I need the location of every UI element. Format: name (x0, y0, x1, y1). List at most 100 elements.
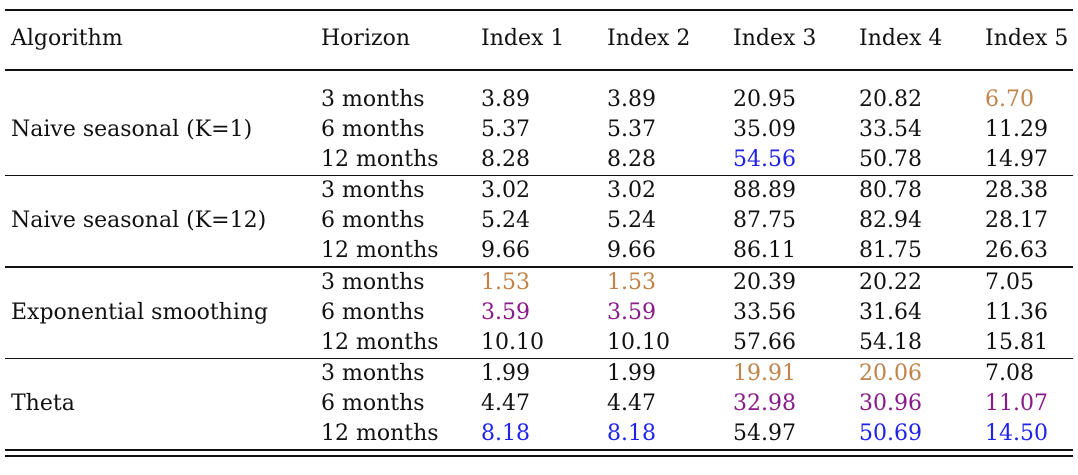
value-cell-index-4: 50.78 (859, 146, 922, 172)
horizon-cell: 6 months (321, 208, 425, 233)
table-row: 12 months 8.18 8.18 54.97 50.69 14.50 (5, 421, 1073, 451)
value-cell-index-3: 57.66 (733, 329, 796, 355)
value-cell-index-2: 1.99 (607, 361, 656, 386)
table-row: 3 months 1.99 1.99 19.91 20.06 7.08 (5, 361, 1073, 391)
value-cell-index-3: 88.89 (733, 178, 796, 203)
value-cell-index-1: 5.24 (481, 208, 530, 233)
value-cell-index-1: 8.28 (481, 146, 530, 172)
value-cell-index-5: 7.08 (985, 361, 1034, 386)
table-row: 3 months 1.53 1.53 20.39 20.22 7.05 (5, 270, 1073, 300)
value-cell-index-4: 20.06 (859, 361, 922, 386)
horizon-cell: 6 months (321, 116, 425, 142)
horizon-cell: 12 months (321, 421, 439, 446)
horizon-cell: 3 months (321, 86, 425, 112)
value-cell-index-5: 11.07 (985, 391, 1048, 416)
group-rule (5, 357, 1073, 359)
value-cell-index-5: 6.70 (985, 86, 1034, 112)
value-cell-index-5: 14.97 (985, 146, 1048, 172)
table-row: 12 months 9.66 9.66 86.11 81.75 26.63 (5, 238, 1073, 268)
value-cell-index-5: 28.38 (985, 178, 1048, 203)
value-cell-index-3: 54.56 (733, 146, 796, 172)
value-cell-index-1: 4.47 (481, 391, 530, 416)
value-cell-index-1: 5.37 (481, 116, 530, 142)
value-cell-index-3: 33.56 (733, 299, 796, 325)
value-cell-index-2: 3.02 (607, 178, 656, 203)
value-cell-index-5: 15.81 (985, 329, 1048, 355)
table-row: 12 months 10.10 10.10 57.66 54.18 15.81 (5, 330, 1073, 360)
value-cell-index-1: 3.89 (481, 86, 530, 112)
header-index-3: Index 3 (733, 26, 817, 51)
horizon-cell: 3 months (321, 361, 425, 386)
header-row: Algorithm Horizon Index 1 Index 2 Index … (5, 11, 1073, 69)
horizon-cell: 3 months (321, 269, 425, 295)
value-cell-index-4: 30.96 (859, 391, 922, 416)
top-rule (5, 9, 1073, 11)
value-cell-index-2: 9.66 (607, 238, 656, 263)
table-group: Exponential smoothing 3 months 1.53 1.53 20.… (5, 268, 1073, 358)
value-cell-index-3: 19.91 (733, 361, 796, 386)
table-row: 12 months 8.28 8.28 54.56 50.78 14.97 (5, 147, 1073, 177)
value-cell-index-3: 86.11 (733, 238, 796, 263)
value-cell-index-2: 10.10 (607, 329, 670, 355)
value-cell-index-2: 8.18 (607, 421, 656, 446)
horizon-cell: 6 months (321, 391, 425, 416)
horizon-cell: 12 months (321, 146, 439, 172)
table-group: Theta 3 months 1.99 1.99 19.91 20.06 7.08 6 mon… (5, 359, 1073, 449)
horizon-cell: 6 months (321, 299, 425, 325)
value-cell-index-3: 87.75 (733, 208, 796, 233)
value-cell-index-4: 33.54 (859, 116, 922, 142)
value-cell-index-1: 10.10 (481, 329, 544, 355)
table-row: 6 months 5.24 5.24 87.75 82.94 28.17 (5, 208, 1073, 238)
value-cell-index-5: 7.05 (985, 269, 1034, 295)
value-cell-index-2: 8.28 (607, 146, 656, 172)
bottom-rule (5, 449, 1073, 451)
value-cell-index-3: 20.39 (733, 269, 796, 295)
horizon-cell: 3 months (321, 178, 425, 203)
algorithm-label: Naive seasonal (K=1) (11, 116, 253, 142)
value-cell-index-4: 50.69 (859, 421, 922, 446)
algorithm-label: Exponential smoothing (11, 299, 269, 325)
header-index-5: Index 5 (985, 26, 1069, 51)
horizon-cell: 12 months (321, 238, 439, 263)
value-cell-index-4: 54.18 (859, 329, 922, 355)
header-index-2: Index 2 (607, 26, 691, 51)
value-cell-index-3: 54.97 (733, 421, 796, 446)
value-cell-index-4: 20.22 (859, 269, 922, 295)
value-cell-index-5: 14.50 (985, 421, 1048, 446)
table-row: 3 months 3.89 3.89 20.95 20.82 6.70 (5, 87, 1073, 117)
table-row: 6 months 4.47 4.47 32.98 30.96 11.07 (5, 391, 1073, 421)
header-index-4: Index 4 (859, 26, 943, 51)
value-cell-index-5: 11.36 (985, 299, 1048, 325)
header-index-1: Index 1 (481, 26, 565, 51)
value-cell-index-5: 28.17 (985, 208, 1048, 233)
header-algorithm: Algorithm (11, 26, 123, 51)
value-cell-index-2: 3.89 (607, 86, 656, 112)
group-rule (5, 174, 1073, 176)
table-group: Naive seasonal (K=1) 3 months 3.89 3.89 20.9… (5, 71, 1073, 175)
table-row: 3 months 3.02 3.02 88.89 80.78 28.38 (5, 178, 1073, 208)
results-table: Algorithm Horizon Index 1 Index 2 Index … (5, 9, 1073, 457)
value-cell-index-4: 80.78 (859, 178, 922, 203)
header-horizon: Horizon (321, 26, 410, 51)
value-cell-index-3: 32.98 (733, 391, 796, 416)
value-cell-index-5: 26.63 (985, 238, 1048, 263)
value-cell-index-2: 5.24 (607, 208, 656, 233)
table-row: 6 months 3.59 3.59 33.56 31.64 11.36 (5, 300, 1073, 330)
table-body: Naive seasonal (K=1) 3 months 3.89 3.89 20.9… (5, 71, 1073, 450)
value-cell-index-4: 81.75 (859, 238, 922, 263)
horizon-cell: 12 months (321, 329, 439, 355)
value-cell-index-4: 31.64 (859, 299, 922, 325)
value-cell-index-3: 20.95 (733, 86, 796, 112)
algorithm-label: Theta (11, 391, 75, 416)
group-rule (5, 266, 1073, 268)
value-cell-index-1: 9.66 (481, 238, 530, 263)
value-cell-index-2: 3.59 (607, 299, 656, 325)
table-group: Naive seasonal (K=12) 3 months 3.02 3.02 88.… (5, 176, 1073, 266)
bottom-rule-double (5, 455, 1073, 457)
value-cell-index-1: 3.59 (481, 299, 530, 325)
value-cell-index-1: 3.02 (481, 178, 530, 203)
value-cell-index-2: 1.53 (607, 269, 656, 295)
value-cell-index-4: 20.82 (859, 86, 922, 112)
value-cell-index-1: 8.18 (481, 421, 530, 446)
value-cell-index-2: 4.47 (607, 391, 656, 416)
